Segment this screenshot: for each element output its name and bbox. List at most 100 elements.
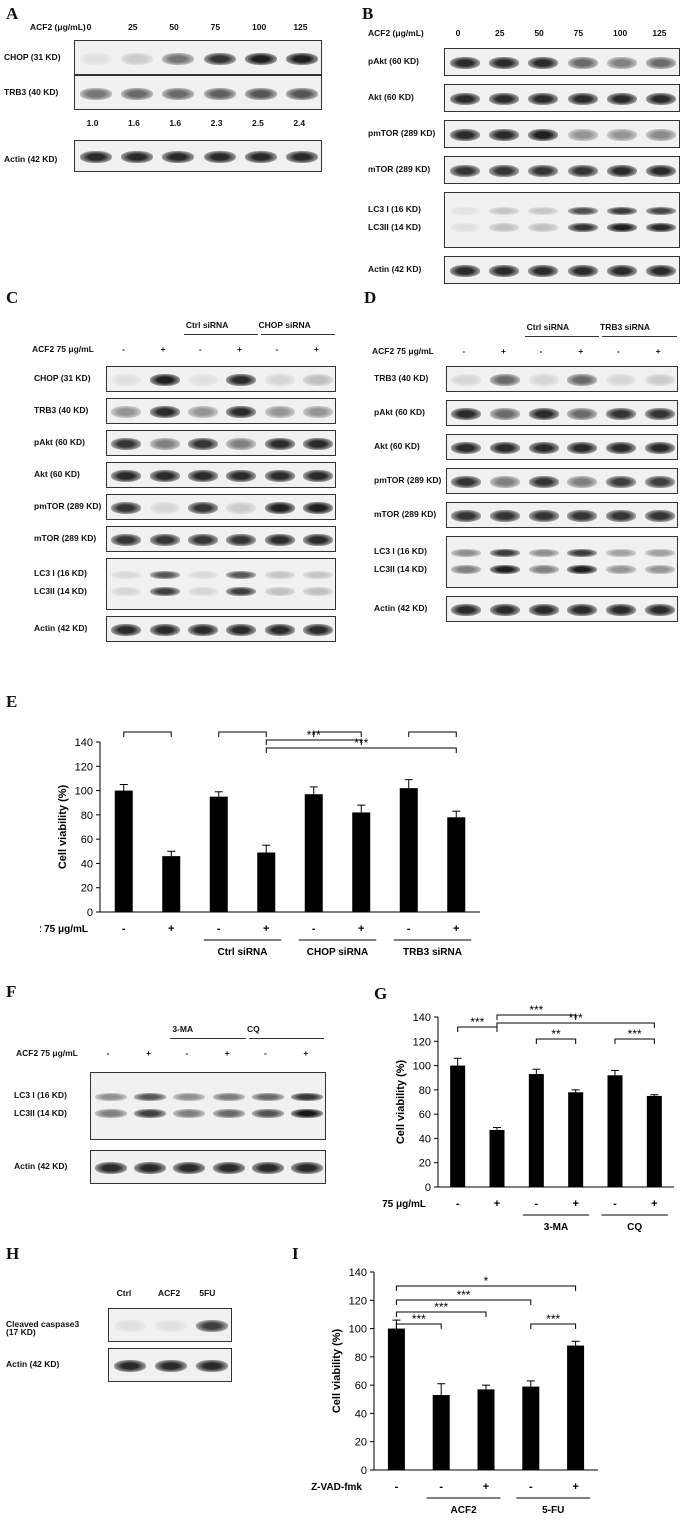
- panel-c-western-blot: Ctrl siRNA CHOP siRNA ACF2 75 μg/mL - + - + - + C…: [0, 290, 345, 660]
- blot-band: [264, 406, 295, 418]
- bar: [450, 1065, 466, 1187]
- group-label: CQ: [627, 1222, 642, 1233]
- blot-band: [606, 549, 636, 557]
- blot-band: [528, 604, 559, 616]
- blot-row-label: TRB3 (40 KD): [374, 373, 429, 383]
- blot-band: [489, 207, 519, 215]
- group-label-2: CHOP siRNA: [258, 320, 311, 330]
- blot-band: [567, 207, 598, 215]
- panel-a-western-blot: ACF2 (μg/mL) 0 25 50 75 100 125 CHOP (31 KD) TR…: [0, 0, 340, 210]
- blot-band: [528, 265, 559, 277]
- blot-strip: [444, 48, 680, 76]
- treatment-sign: -: [539, 346, 543, 356]
- panel-b-treatment-label: ACF2 (μg/mL): [368, 28, 424, 38]
- bar: [432, 1395, 450, 1470]
- blot-band: [451, 476, 482, 488]
- blot-strip: [106, 366, 336, 392]
- blot-band: [226, 470, 257, 482]
- blot-band: [149, 470, 180, 482]
- bar: [489, 1129, 505, 1187]
- treatment-sign: -: [122, 923, 126, 935]
- treatment-sign: +: [168, 923, 174, 935]
- significance-bracket: [535, 1038, 577, 1044]
- treatment-sign: +: [501, 346, 506, 356]
- blot-band: [451, 510, 482, 522]
- significance-bracket: [614, 1038, 655, 1044]
- quant-value: 2.3: [210, 118, 223, 128]
- blot-band: [607, 93, 637, 105]
- treatment-sign: +: [313, 344, 319, 354]
- blot-band: [646, 223, 677, 232]
- bar: [607, 1075, 623, 1187]
- treatment-sign: +: [224, 1048, 230, 1058]
- blot-band: [489, 129, 519, 141]
- significance-label: ***: [354, 736, 368, 750]
- bar: [304, 794, 323, 912]
- blot-band: [449, 223, 480, 232]
- treatment-sign: -: [122, 344, 125, 354]
- blot-band: [490, 549, 520, 557]
- panel-f-western-blot: 3-MA CQ ACF2 75 μg/mL - + - + - + LC3 I (16 KD) LC…: [0, 1000, 340, 1200]
- significance-label: ***: [425, 730, 439, 734]
- bar: [162, 856, 181, 912]
- blot-row-label: Actin (42 KD): [368, 264, 422, 274]
- blot-band: [302, 374, 333, 386]
- panel-letter-h: H: [6, 1244, 20, 1263]
- dose-label: 50: [534, 28, 544, 38]
- blot-band: [607, 207, 637, 215]
- blot-row-label: mTOR (289 KD): [34, 533, 97, 543]
- bar: [399, 788, 418, 912]
- blot-band: [528, 165, 559, 177]
- blot-band: [286, 52, 319, 65]
- blot-band: [451, 565, 482, 574]
- blot-band: [113, 1360, 146, 1372]
- blot-band: [149, 502, 180, 514]
- blot-band: [644, 604, 675, 616]
- significance-label: ***: [546, 1312, 560, 1326]
- treatment-sign: +: [237, 344, 243, 354]
- group-label-1: Ctrl siRNA: [526, 322, 570, 332]
- blot-band: [302, 624, 333, 636]
- blot-band: [196, 1320, 229, 1332]
- panel-letter-e: E: [6, 692, 18, 711]
- panel-letter-b: B: [362, 4, 374, 23]
- blot-band: [291, 1093, 324, 1101]
- group-label: Ctrl siRNA: [217, 947, 267, 958]
- treatment-sign: +: [578, 346, 584, 356]
- blot-band: [646, 129, 677, 141]
- treatment-sign: +: [494, 1198, 500, 1210]
- blot-band: [646, 265, 677, 277]
- blot-strip: [90, 1150, 326, 1184]
- treatment-sign: +: [263, 923, 269, 935]
- bar: [477, 1389, 495, 1470]
- blot-band: [606, 604, 636, 616]
- blot-row-label: Actin (42 KD): [14, 1161, 68, 1171]
- treatment-sign: +: [651, 1198, 657, 1210]
- blot-strip: [74, 75, 322, 110]
- blot-row-label: CHOP (31 KD): [34, 373, 91, 383]
- blot-band: [226, 624, 257, 636]
- blot-band: [607, 129, 637, 141]
- bar: [257, 852, 276, 912]
- blot-row-label: TRB3 (40 KD): [34, 405, 89, 415]
- group-label: 5-FU: [542, 1505, 564, 1516]
- blot-band: [203, 52, 236, 65]
- blot-band: [173, 1109, 206, 1118]
- blot-band: [264, 624, 295, 636]
- blot-row-label-2: (17 KD): [6, 1327, 36, 1337]
- blot-band: [264, 587, 295, 596]
- blot-row-label: pmTOR (289 KD): [374, 475, 442, 485]
- blot-row-label: pmTOR (289 KD): [34, 501, 102, 511]
- panel-letter-a: A: [6, 4, 19, 23]
- blot-band: [567, 476, 598, 488]
- bar: [209, 796, 228, 912]
- y-axis-label: Cell viability (%): [331, 1328, 343, 1413]
- treatment-sign: +: [146, 1048, 151, 1058]
- y-tick-label: 0: [87, 907, 93, 919]
- blot-band: [646, 93, 677, 105]
- group-label-2: CQ: [247, 1024, 260, 1034]
- y-tick-label: 60: [81, 834, 93, 846]
- blot-band: [149, 624, 180, 636]
- blot-band: [264, 502, 295, 514]
- blot-band: [173, 1162, 206, 1174]
